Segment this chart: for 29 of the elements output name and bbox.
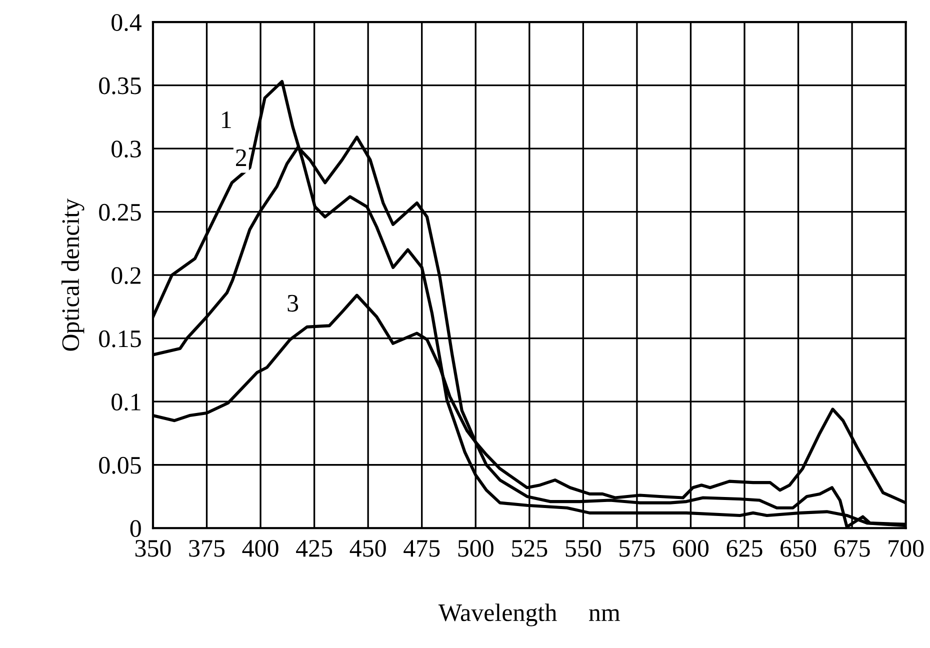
x-tick-label: 425 [296,540,332,557]
y-tick-label: 0 [130,520,141,538]
x-tick-label: 625 [726,540,762,557]
x-tick-label: 550 [566,540,601,557]
annotation: 3 [288,294,298,312]
x-tick-label: 450 [350,540,386,557]
y-tick-label: 0.35 [99,77,141,94]
y-tick-label: 0.1 [112,394,140,411]
y-tick-label: 0.2 [112,267,140,284]
x-tick-label: 650 [780,540,816,557]
y-tick-label: 0.4 [112,14,142,32]
x-tick-label: 575 [620,540,655,557]
y-tick-label: 0.15 [99,330,141,348]
annotation: 1 [222,111,231,128]
y-tick-label: 0.25 [99,204,141,221]
x-tick-label: 525 [512,540,548,557]
x-tick-label: 675 [834,540,870,557]
x-tick-label: 475 [404,540,440,557]
x-tick-label: 350 [135,540,171,557]
annotation: 2 [236,149,246,166]
x-tick-label: 600 [673,540,709,557]
x-tick-label: 500 [458,540,494,557]
y-tick-label: 0.05 [99,456,141,474]
y-axis-title: Optical dencity [61,198,84,351]
x-axis-title: Wavelength nm [438,604,620,626]
x-tick-label: 375 [189,540,225,557]
x-tick-label: 700 [888,540,924,557]
x-tick-label: 400 [242,540,278,557]
y-tick-label: 0.3 [112,140,141,158]
